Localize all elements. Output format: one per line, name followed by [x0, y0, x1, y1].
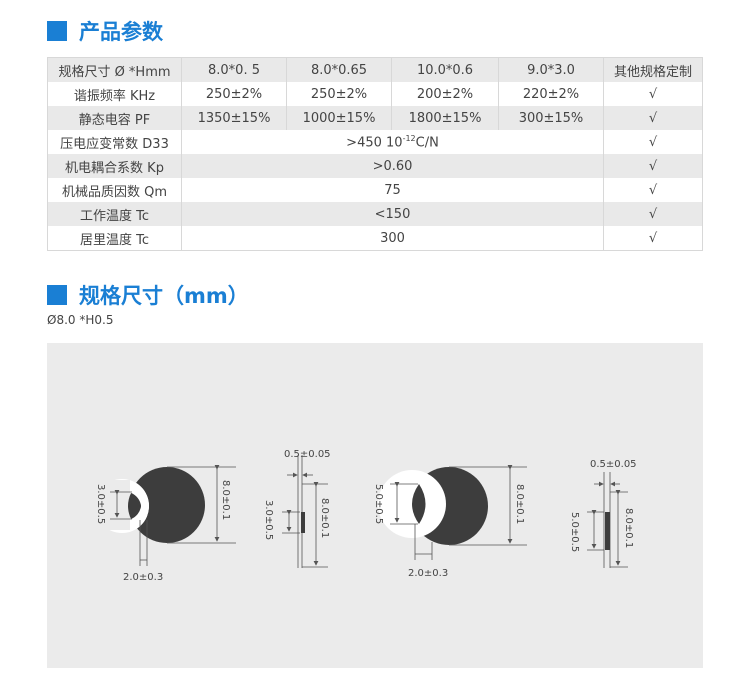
front-view-1: 8.0±0.1 3.0±0.5 2.0±0.3	[90, 465, 236, 583]
section-title-text: 产品参数	[79, 20, 163, 44]
table-row: 工作温度 Tc <150 √	[47, 202, 703, 226]
table-row: 静态电容 PF 1350±15% 1000±15% 1800±15% 300±1…	[47, 106, 703, 130]
model-subtitle: Ø8.0 *H0.5	[47, 313, 114, 327]
cell: 75	[181, 178, 604, 202]
cell: 250±2%	[181, 82, 287, 106]
check-cell: √	[648, 110, 658, 126]
table-header: 规格尺寸 Ø *Hmm 8.0*0. 5 8.0*0.65 10.0*0.6 9…	[47, 57, 703, 82]
side-view-2: 0.5±0.05 8.0±0.1 5.0±0.5	[569, 459, 637, 568]
row-label: 压电应变常数 D33	[47, 130, 182, 154]
cell: >450 10-12C/N	[181, 130, 604, 154]
cell: 1350±15%	[181, 106, 287, 130]
svg-text:8.0±0.1: 8.0±0.1	[514, 484, 525, 524]
cell: 250±2%	[286, 82, 392, 106]
check-cell: √	[648, 134, 658, 150]
svg-text:8.0±0.1: 8.0±0.1	[623, 508, 634, 548]
table-row: 机电耦合系数 Kp >0.60 √	[47, 154, 703, 178]
svg-text:8.0±0.1: 8.0±0.1	[319, 498, 330, 538]
section-title-params: 产品参数	[47, 16, 163, 46]
row-label: 工作温度 Tc	[47, 202, 182, 226]
check-cell: √	[648, 158, 658, 174]
row-label: 机械品质因数 Qm	[47, 178, 182, 202]
svg-text:2.0±0.3: 2.0±0.3	[123, 572, 163, 583]
check-cell: √	[648, 86, 658, 102]
svg-text:8.0±0.1: 8.0±0.1	[220, 480, 231, 520]
row-label: 静态电容 PF	[47, 106, 182, 130]
check-cell: √	[648, 206, 658, 222]
svg-text:0.5±0.05: 0.5±0.05	[284, 449, 331, 460]
cell: >0.60	[181, 154, 604, 178]
table-row: 谐振频率 KHz 250±2% 250±2% 200±2% 220±2% √	[47, 82, 703, 106]
front-view-2: 8.0±0.1 5.0±0.5 2.0±0.3	[373, 465, 527, 579]
header-cell: 其他规格定制	[613, 64, 692, 80]
table-row: 压电应变常数 D33 >450 10-12C/N √	[47, 130, 703, 154]
header-cell: 8.0*0.65	[286, 57, 392, 82]
row-label: 居里温度 Tc	[47, 226, 182, 251]
cell: 1000±15%	[286, 106, 392, 130]
svg-text:0.5±0.05: 0.5±0.05	[590, 459, 637, 470]
cell: 300±15%	[498, 106, 604, 130]
check-cell: √	[648, 182, 658, 198]
svg-text:3.0±0.5: 3.0±0.5	[95, 484, 106, 524]
side-view-1: 0.5±0.05 8.0±0.1 3.0±0.5	[263, 449, 331, 568]
cell: <150	[181, 202, 604, 226]
section-marker	[47, 21, 67, 41]
cell: 300	[181, 226, 604, 251]
svg-text:2.0±0.3: 2.0±0.3	[408, 568, 448, 579]
section-title-text: 规格尺寸（mm）	[79, 284, 249, 308]
svg-text:5.0±0.5: 5.0±0.5	[569, 512, 580, 552]
table-row: 居里温度 Tc 300 √	[47, 226, 703, 251]
dimension-drawing: 8.0±0.1 3.0±0.5 2.0±0.3 0.5±0.05 8.0±0.1…	[47, 343, 703, 668]
cell: 220±2%	[498, 82, 604, 106]
row-label: 谐振频率 KHz	[47, 82, 182, 106]
header-cell: 9.0*3.0	[498, 57, 604, 82]
header-cell: 10.0*0.6	[391, 57, 499, 82]
section-title-dimensions: 规格尺寸（mm）	[47, 280, 249, 310]
check-cell: √	[648, 230, 658, 246]
cell: 1800±15%	[391, 106, 499, 130]
table-row: 机械品质因数 Qm 75 √	[47, 178, 703, 202]
svg-text:3.0±0.5: 3.0±0.5	[263, 500, 274, 540]
header-cell: 规格尺寸 Ø *Hmm	[47, 57, 182, 82]
header-cell: 8.0*0. 5	[181, 57, 287, 82]
svg-text:5.0±0.5: 5.0±0.5	[373, 484, 384, 524]
params-table: 规格尺寸 Ø *Hmm 8.0*0. 5 8.0*0.65 10.0*0.6 9…	[47, 57, 703, 251]
cell: 200±2%	[391, 82, 499, 106]
row-label: 机电耦合系数 Kp	[47, 154, 182, 178]
section-marker	[47, 285, 67, 305]
